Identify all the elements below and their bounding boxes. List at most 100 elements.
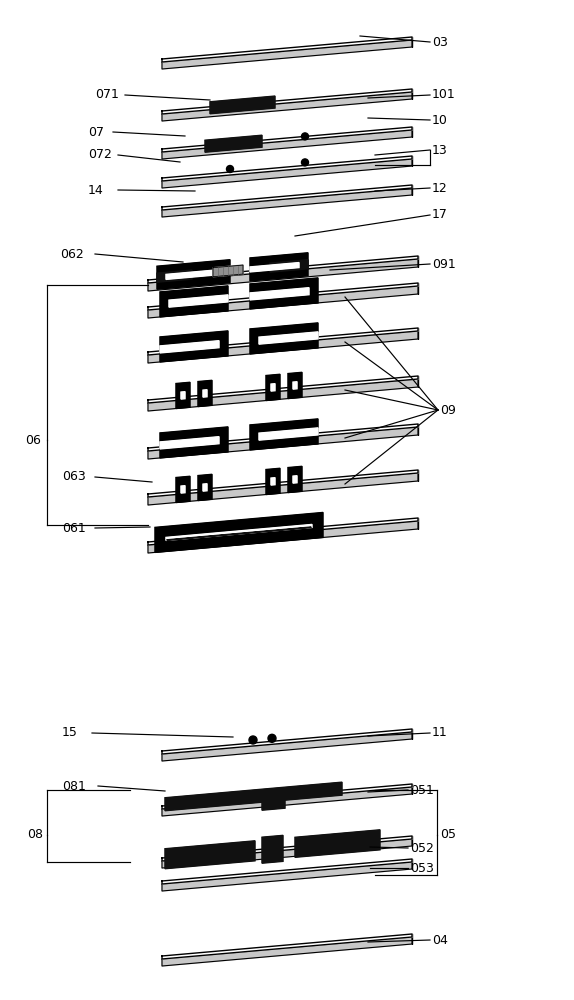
Polygon shape bbox=[198, 474, 212, 501]
Text: 081: 081 bbox=[62, 780, 86, 792]
Polygon shape bbox=[148, 424, 418, 451]
Polygon shape bbox=[157, 260, 230, 289]
Polygon shape bbox=[250, 419, 318, 450]
Polygon shape bbox=[162, 92, 412, 121]
Polygon shape bbox=[148, 518, 418, 545]
Polygon shape bbox=[167, 527, 311, 540]
Polygon shape bbox=[148, 328, 418, 355]
Polygon shape bbox=[176, 382, 190, 409]
Text: 071: 071 bbox=[95, 89, 119, 102]
Polygon shape bbox=[162, 787, 412, 816]
Polygon shape bbox=[162, 159, 412, 188]
Text: 062: 062 bbox=[60, 247, 84, 260]
Polygon shape bbox=[148, 379, 418, 411]
Polygon shape bbox=[250, 253, 308, 281]
Polygon shape bbox=[250, 288, 309, 300]
Text: 063: 063 bbox=[62, 471, 86, 484]
Text: 05: 05 bbox=[440, 828, 456, 842]
Polygon shape bbox=[293, 382, 297, 389]
Polygon shape bbox=[270, 260, 308, 272]
Text: 11: 11 bbox=[432, 726, 448, 740]
Text: 052: 052 bbox=[410, 842, 434, 854]
Text: 061: 061 bbox=[62, 522, 86, 534]
Polygon shape bbox=[181, 392, 185, 399]
Polygon shape bbox=[181, 486, 185, 493]
Text: 14: 14 bbox=[88, 184, 104, 196]
Polygon shape bbox=[169, 295, 228, 307]
Polygon shape bbox=[162, 937, 412, 966]
Polygon shape bbox=[162, 839, 412, 868]
Text: 03: 03 bbox=[432, 35, 448, 48]
Text: 051: 051 bbox=[410, 784, 434, 796]
Text: 07: 07 bbox=[88, 125, 104, 138]
Polygon shape bbox=[288, 372, 302, 399]
Polygon shape bbox=[148, 286, 418, 318]
Polygon shape bbox=[271, 384, 275, 391]
Polygon shape bbox=[266, 374, 280, 401]
Circle shape bbox=[227, 166, 234, 173]
Polygon shape bbox=[210, 96, 275, 114]
Polygon shape bbox=[162, 127, 412, 152]
Polygon shape bbox=[148, 283, 418, 310]
Polygon shape bbox=[162, 156, 412, 181]
Polygon shape bbox=[213, 265, 243, 277]
Polygon shape bbox=[148, 256, 418, 283]
Polygon shape bbox=[162, 862, 412, 891]
Polygon shape bbox=[250, 278, 318, 309]
Text: 13: 13 bbox=[432, 143, 448, 156]
Polygon shape bbox=[162, 836, 412, 861]
Polygon shape bbox=[160, 286, 228, 317]
Text: 17: 17 bbox=[432, 209, 448, 222]
Text: 04: 04 bbox=[432, 934, 448, 946]
Text: 15: 15 bbox=[62, 726, 78, 740]
Polygon shape bbox=[148, 470, 418, 497]
Polygon shape bbox=[165, 782, 342, 811]
Polygon shape bbox=[148, 521, 418, 553]
Polygon shape bbox=[295, 830, 380, 857]
Polygon shape bbox=[160, 437, 219, 449]
Polygon shape bbox=[203, 484, 207, 491]
Polygon shape bbox=[148, 331, 418, 363]
Text: 08: 08 bbox=[27, 828, 43, 842]
Circle shape bbox=[249, 736, 257, 744]
Polygon shape bbox=[160, 341, 219, 353]
Text: 072: 072 bbox=[88, 148, 112, 161]
Polygon shape bbox=[203, 390, 207, 397]
Text: 06: 06 bbox=[25, 434, 41, 446]
Polygon shape bbox=[198, 380, 212, 407]
Circle shape bbox=[301, 133, 308, 140]
Polygon shape bbox=[162, 37, 412, 62]
Polygon shape bbox=[259, 428, 318, 440]
Polygon shape bbox=[162, 934, 412, 959]
Text: 09: 09 bbox=[440, 403, 456, 416]
Polygon shape bbox=[271, 478, 275, 485]
Polygon shape bbox=[148, 473, 418, 505]
Text: 101: 101 bbox=[432, 89, 456, 102]
Polygon shape bbox=[266, 468, 280, 495]
Polygon shape bbox=[166, 269, 230, 279]
Polygon shape bbox=[160, 427, 228, 458]
Polygon shape bbox=[162, 859, 412, 884]
Polygon shape bbox=[162, 130, 412, 159]
Polygon shape bbox=[162, 188, 412, 217]
Polygon shape bbox=[148, 427, 418, 459]
Polygon shape bbox=[162, 732, 412, 761]
Polygon shape bbox=[205, 135, 262, 152]
Polygon shape bbox=[162, 185, 412, 210]
Polygon shape bbox=[262, 800, 285, 810]
Text: 12: 12 bbox=[432, 182, 448, 194]
Polygon shape bbox=[162, 729, 412, 754]
Polygon shape bbox=[250, 263, 299, 272]
Polygon shape bbox=[262, 835, 283, 863]
Circle shape bbox=[268, 734, 276, 742]
Text: 053: 053 bbox=[410, 861, 434, 874]
Circle shape bbox=[301, 159, 308, 166]
Polygon shape bbox=[176, 476, 190, 503]
Polygon shape bbox=[250, 323, 318, 354]
Polygon shape bbox=[155, 512, 323, 552]
Polygon shape bbox=[162, 40, 412, 69]
Text: 10: 10 bbox=[432, 113, 448, 126]
Polygon shape bbox=[288, 466, 302, 493]
Polygon shape bbox=[148, 259, 418, 291]
Polygon shape bbox=[293, 476, 297, 483]
